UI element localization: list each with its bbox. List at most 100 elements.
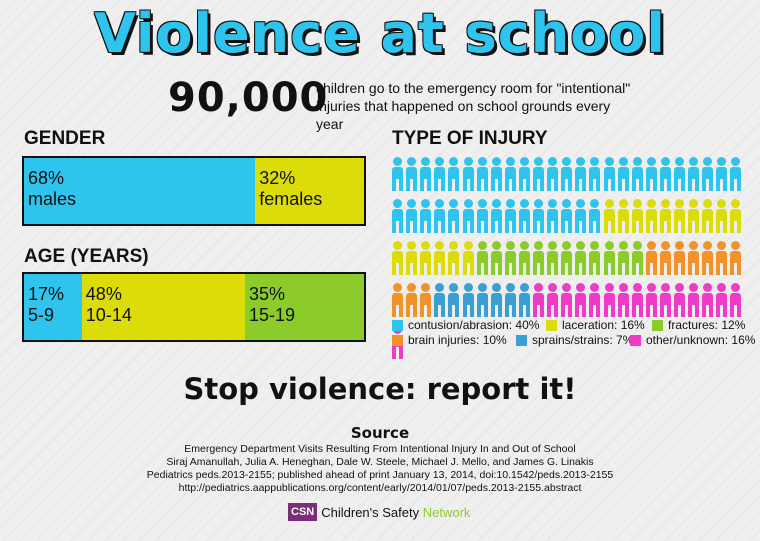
person-icon: [631, 241, 643, 275]
injury-heading: TYPE OF INJURY: [392, 128, 548, 149]
person-icon: [448, 157, 460, 191]
person-icon: [406, 241, 418, 275]
legend-fractures: fractures: 12%: [652, 318, 745, 332]
legend-swatch: [392, 334, 403, 346]
pictogram-row: [392, 157, 744, 199]
age-heading: AGE (YEARS): [24, 246, 149, 267]
person-icon: [434, 241, 446, 275]
person-icon: [476, 283, 488, 317]
person-icon: [645, 241, 657, 275]
person-icon: [575, 241, 587, 275]
gender-females-label: females: [259, 189, 323, 209]
person-icon: [462, 199, 474, 233]
age-10-14-label: 10-14: [85, 305, 132, 325]
source-line-journal: Pediatrics peds.2013-2155; published ahe…: [146, 469, 614, 481]
person-icon: [476, 199, 488, 233]
person-icon: [674, 241, 685, 275]
person-icon: [575, 283, 587, 317]
source-heading: Source: [350, 424, 410, 442]
gender-heading: GENDER: [24, 128, 106, 149]
person-icon: [603, 283, 615, 317]
legend-label: laceration: 16%: [562, 318, 645, 332]
legend-contusion: contusion/abrasion: 40%: [392, 318, 539, 332]
person-icon: [448, 241, 460, 275]
person-icon: [533, 157, 544, 191]
age-10-14-pct: 48%: [85, 284, 122, 304]
legend-laceration: laceration: 16%: [546, 318, 645, 332]
person-icon: [547, 157, 559, 191]
gender-bar-females: 32% females: [255, 158, 364, 224]
person-icon: [674, 157, 685, 191]
person-icon: [575, 199, 587, 233]
person-icon: [533, 283, 544, 317]
person-icon: [547, 283, 559, 317]
person-icon: [688, 199, 700, 233]
person-icon: [561, 157, 573, 191]
person-icon: [688, 157, 700, 191]
page-title: Violence at school: [94, 2, 666, 65]
person-icon: [561, 241, 573, 275]
person-icon: [533, 241, 544, 275]
person-icon: [392, 283, 403, 317]
person-icon: [589, 283, 601, 317]
person-icon: [518, 241, 530, 275]
legend-swatch: [516, 334, 527, 346]
legend-swatch: [630, 334, 641, 346]
slogan: Stop violence: report it!: [183, 372, 577, 406]
person-icon: [645, 157, 657, 191]
person-icon: [603, 241, 615, 275]
gender-females-pct: 32%: [259, 168, 296, 188]
person-icon: [716, 241, 728, 275]
source-line-authors: Siraj Amanullah, Julia A. Heneghan, Dale…: [166, 456, 594, 468]
injury-pictogram: [392, 157, 744, 367]
person-icon: [518, 283, 530, 317]
person-icon: [575, 157, 587, 191]
source-citation: Emergency Department Visits Resulting Fr…: [0, 443, 760, 495]
legend-swatch: [652, 319, 663, 331]
age-bar-15-19: 35% 15-19: [244, 274, 364, 340]
person-icon: [674, 199, 685, 233]
csn-logo-text: Children's Safety Network: [321, 505, 470, 520]
person-icon: [617, 199, 629, 233]
pictogram-row: [392, 241, 744, 283]
source-line-url[interactable]: http://pediatrics.aappublications.org/co…: [178, 482, 582, 494]
person-icon: [434, 157, 446, 191]
person-icon: [617, 157, 629, 191]
legend-label: other/unknown: 16%: [646, 333, 756, 347]
person-icon: [631, 283, 643, 317]
person-icon: [659, 199, 671, 233]
gender-males-pct: 68%: [28, 168, 65, 188]
age-5-9-pct: 17%: [28, 284, 65, 304]
gender-males-label: males: [28, 189, 77, 209]
person-icon: [561, 283, 573, 317]
source-line-title: Emergency Department Visits Resulting Fr…: [184, 443, 576, 455]
person-icon: [631, 199, 643, 233]
person-icon: [490, 157, 502, 191]
csn-logo: CSN Children's Safety Network: [288, 503, 470, 521]
age-bar: 17% 5-9 48% 10-14 35% 15-19: [22, 272, 366, 342]
person-icon: [420, 241, 432, 275]
age-bar-10-14: 48% 10-14: [81, 274, 245, 340]
person-icon: [462, 157, 474, 191]
person-icon: [561, 199, 573, 233]
age-15-19-label: 15-19: [248, 305, 296, 325]
person-icon: [490, 199, 502, 233]
person-icon: [674, 283, 685, 317]
person-icon: [533, 199, 544, 233]
logo-name-accent: Network: [422, 504, 471, 520]
person-icon: [406, 157, 418, 191]
person-icon: [392, 241, 403, 275]
person-icon: [730, 241, 742, 275]
person-icon: [420, 157, 432, 191]
person-icon: [589, 241, 601, 275]
pictogram-row: [392, 283, 744, 325]
person-icon: [518, 199, 530, 233]
person-icon: [476, 241, 488, 275]
person-icon: [730, 157, 742, 191]
person-icon: [504, 157, 516, 191]
person-icon: [617, 241, 629, 275]
person-icon: [462, 283, 474, 317]
person-icon: [392, 157, 403, 191]
legend-label: fractures: 12%: [668, 318, 746, 332]
person-icon: [392, 199, 403, 233]
